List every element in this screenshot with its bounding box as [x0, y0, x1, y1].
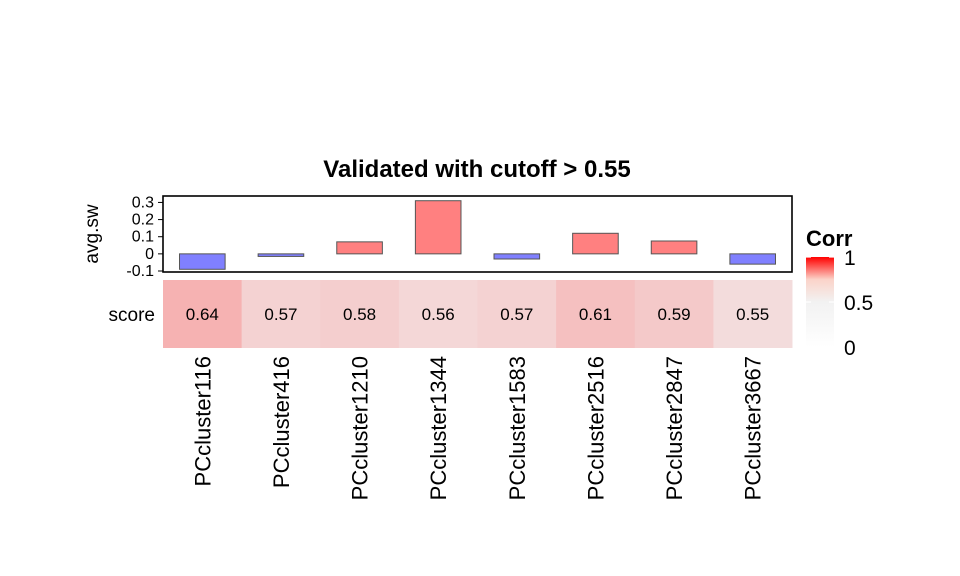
bar-PCcluster416 — [257, 253, 305, 257]
heatmap-cell-PCcluster1344 — [398, 280, 478, 348]
heatmap-panel: score 0.64 0.57 0.58 0.56 0.57 0.61 0.59 0.55 — [109, 280, 793, 348]
chart-title: Validated with cutoff > 0.55 — [323, 156, 630, 183]
column-labels: PCcluster116 PCcluster416 PCcluster1210 PCc… — [190, 356, 765, 500]
column-label-PCcluster2847: PCcluster2847 — [662, 356, 687, 500]
y-tick-label: 0.1 — [132, 229, 154, 246]
column-label-PCcluster116: PCcluster116 — [190, 356, 215, 486]
heatmap-cell-label: 0.56 — [422, 305, 455, 324]
legend: Corr 1 0.5 0 — [806, 226, 873, 360]
column-label-PCcluster416: PCcluster416 — [269, 356, 294, 488]
bar-PCcluster2516 — [572, 232, 619, 255]
bar-PCcluster116 — [179, 253, 226, 270]
heatmap-cell-PCcluster416 — [241, 280, 321, 348]
legend-tick-label: 1 — [844, 247, 856, 270]
heatmap-cell-label: 0.57 — [264, 305, 297, 324]
bar-PCcluster2847 — [650, 240, 698, 255]
bar-PCcluster1583 — [493, 253, 541, 260]
column-label-PCcluster3667: PCcluster3667 — [741, 356, 766, 500]
heatmap-cell-label: 0.58 — [343, 305, 376, 324]
column-label-PCcluster1210: PCcluster1210 — [348, 356, 373, 500]
heatmap-row-label: score — [109, 305, 155, 326]
heatmap-cell-label: 0.55 — [736, 305, 769, 324]
heatmap-cell-PCcluster2516 — [556, 280, 636, 348]
heatmap-cell-PCcluster3667 — [713, 280, 793, 348]
y-tick-label: 0.3 — [132, 194, 154, 211]
bar-panel-frame — [162, 195, 793, 273]
bar-annotation-panel: 0.30.20.10-0.1 avg.sw — [82, 194, 793, 280]
heatmap-cell-label: 0.64 — [186, 305, 219, 324]
bar-PCcluster1210 — [336, 241, 383, 255]
column-label-PCcluster2516: PCcluster2516 — [583, 356, 608, 500]
legend-title: Corr — [806, 226, 853, 251]
y-axis-label: avg.sw — [82, 204, 103, 263]
column-label-PCcluster1583: PCcluster1583 — [505, 356, 530, 500]
heatmap-cell-PCcluster1583 — [477, 280, 557, 348]
heatmap-cell-PCcluster116 — [163, 280, 243, 348]
heatmap-cell-PCcluster1210 — [320, 280, 400, 348]
heatmap-cell-PCcluster2847 — [634, 280, 714, 348]
column-label-PCcluster1344: PCcluster1344 — [426, 356, 451, 500]
bar-PCcluster1344 — [414, 200, 462, 255]
legend-tick-label: 0 — [844, 337, 856, 360]
bar-PCcluster3667 — [729, 253, 776, 265]
heatmap-cell-label: 0.59 — [658, 305, 691, 324]
y-tick-label: 0 — [145, 246, 154, 263]
y-tick-label: 0.2 — [132, 212, 154, 229]
heatmap-cell-label: 0.57 — [500, 305, 533, 324]
y-tick-label: -0.1 — [126, 263, 154, 280]
heatmap-cell-label: 0.61 — [579, 305, 612, 324]
legend-tick-label: 0.5 — [844, 292, 873, 315]
